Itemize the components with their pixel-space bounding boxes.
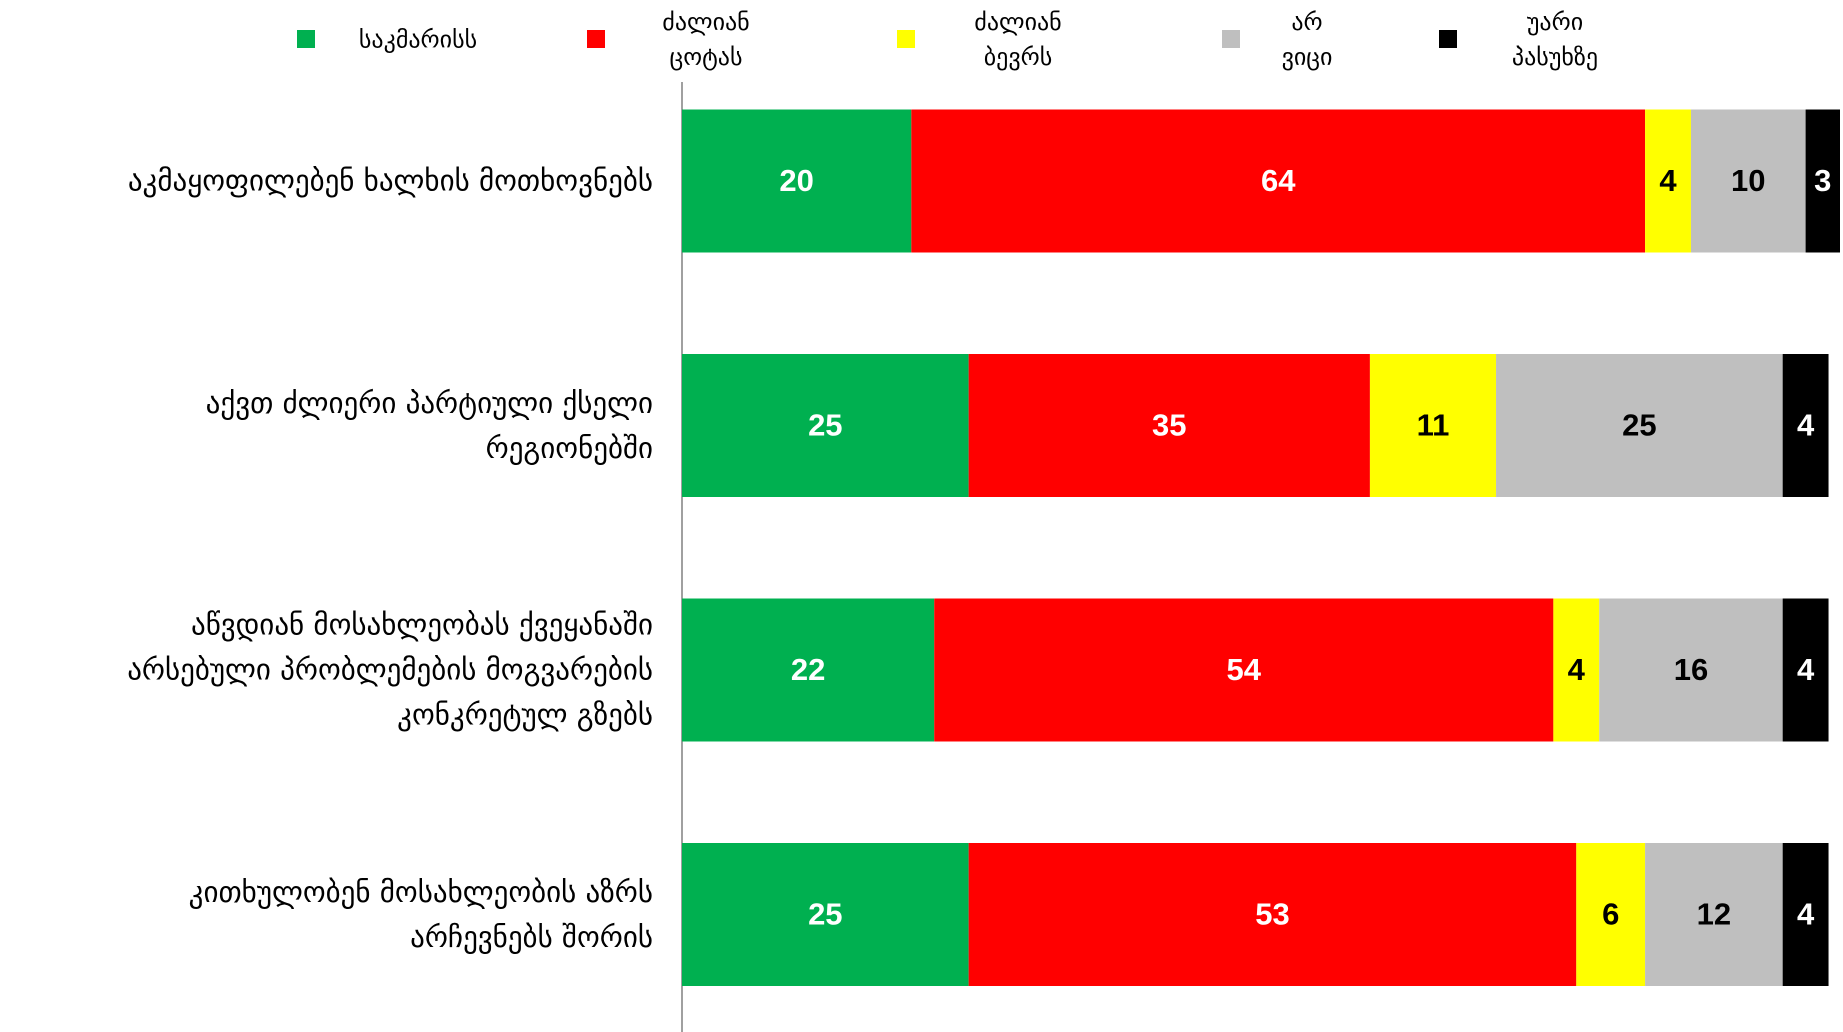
category-label: აწვდიან მოსახლეობას ქვეყანაში არსებული პ… — [127, 607, 653, 732]
bar-segment — [682, 109, 912, 253]
category-label: კითხულობენ მოსახლეობის აზრს არჩევნებს შო… — [188, 874, 653, 954]
bar-segment — [682, 598, 935, 742]
bar-segment — [1576, 843, 1646, 986]
legend-label: არ ვიცი — [1281, 8, 1333, 71]
value-label: 22 — [791, 652, 825, 687]
value-label: 25 — [808, 897, 842, 932]
bar-segment — [1553, 598, 1600, 742]
bar-segment — [1782, 843, 1829, 986]
bar-segment — [1369, 354, 1497, 497]
bar-segment — [1645, 109, 1691, 253]
value-label: 25 — [1622, 408, 1656, 443]
value-label: 3 — [1814, 163, 1831, 198]
legend-swatch — [1222, 30, 1240, 48]
value-label: 4 — [1797, 652, 1815, 687]
value-label: 11 — [1417, 408, 1450, 443]
legend-swatch — [587, 30, 605, 48]
value-label: 4 — [1797, 897, 1815, 932]
bar-segment — [1496, 354, 1783, 497]
value-label: 64 — [1261, 163, 1296, 198]
bar-segment — [968, 843, 1577, 986]
bar-segment — [911, 109, 1646, 253]
bar-segment — [934, 598, 1554, 742]
value-label: 6 — [1602, 897, 1619, 932]
bar-segment — [1690, 109, 1806, 253]
legend-label: ძალიან ბევრს — [974, 8, 1062, 71]
legend-label: უარი პასუხზე — [1511, 8, 1599, 71]
value-label: 10 — [1731, 163, 1765, 198]
bar-segment — [1782, 598, 1829, 742]
bar-segment — [682, 354, 969, 497]
value-label: 4 — [1568, 652, 1586, 687]
bar-segment — [1782, 354, 1829, 497]
value-label: 53 — [1255, 897, 1289, 932]
legend-swatch — [297, 30, 315, 48]
legend-label: საკმარისს — [358, 25, 478, 54]
legend-label: ძალიან ცოტას — [662, 8, 750, 71]
value-label: 16 — [1674, 652, 1708, 687]
value-label: 54 — [1227, 652, 1262, 687]
bar-segment — [682, 843, 969, 986]
value-label: 25 — [808, 408, 842, 443]
value-label: 20 — [779, 163, 813, 198]
bar-segment — [1805, 109, 1840, 253]
value-label: 4 — [1797, 408, 1815, 443]
category-label: აკმაყოფილებენ ხალხის მოთხოვნებს — [127, 163, 653, 198]
value-label: 12 — [1697, 897, 1731, 932]
value-label: 35 — [1152, 408, 1186, 443]
category-label: აქვთ ძლიერი პარტიული ქსელი რეგიონებში — [205, 385, 653, 465]
bar-segment — [1645, 843, 1783, 986]
bar-segment — [968, 354, 1370, 497]
value-label: 4 — [1659, 163, 1677, 198]
legend-swatch — [897, 30, 915, 48]
bar-segment — [1599, 598, 1783, 742]
legend-swatch — [1439, 30, 1457, 48]
